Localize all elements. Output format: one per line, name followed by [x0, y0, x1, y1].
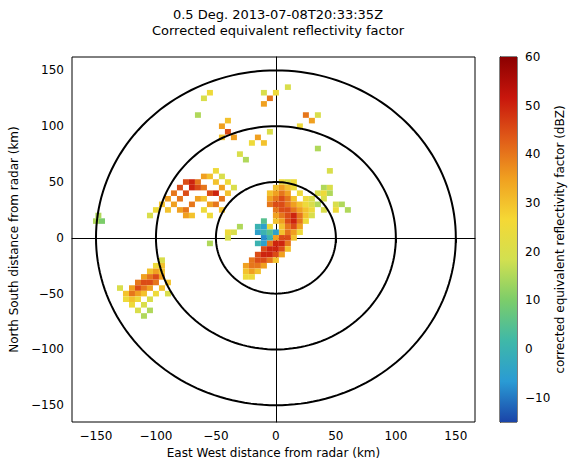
svg-text:40: 40 — [525, 147, 540, 161]
svg-text:−150: −150 — [80, 429, 113, 443]
svg-text:10: 10 — [525, 293, 540, 307]
svg-text:0: 0 — [56, 231, 64, 245]
svg-text:−100: −100 — [31, 342, 64, 356]
svg-text:20: 20 — [525, 245, 540, 259]
svg-text:−50: −50 — [39, 287, 64, 301]
svg-text:100: 100 — [384, 429, 407, 443]
svg-text:−100: −100 — [139, 429, 172, 443]
svg-text:−50: −50 — [203, 429, 228, 443]
svg-text:corrected equivalent reflectiv: corrected equivalent reflectivity factor… — [553, 105, 567, 373]
svg-text:Corrected equivalent reflectiv: Corrected equivalent reflectivity factor — [152, 23, 405, 38]
svg-text:0.5 Deg. 2013-07-08T20:33:35Z: 0.5 Deg. 2013-07-08T20:33:35Z — [173, 7, 383, 22]
svg-text:60: 60 — [525, 50, 540, 64]
svg-text:−150: −150 — [31, 398, 64, 412]
svg-text:North South distance from rada: North South distance from radar (km) — [7, 126, 21, 352]
svg-text:100: 100 — [41, 119, 64, 133]
svg-text:East West distance from radar: East West distance from radar (km) — [167, 446, 380, 460]
svg-text:30: 30 — [525, 196, 540, 210]
svg-text:150: 150 — [444, 429, 467, 443]
svg-text:50: 50 — [49, 175, 64, 189]
svg-text:−10: −10 — [525, 391, 550, 405]
svg-text:0: 0 — [272, 429, 280, 443]
svg-text:50: 50 — [525, 99, 540, 113]
svg-text:50: 50 — [328, 429, 343, 443]
svg-text:150: 150 — [41, 63, 64, 77]
svg-text:0: 0 — [525, 342, 533, 356]
